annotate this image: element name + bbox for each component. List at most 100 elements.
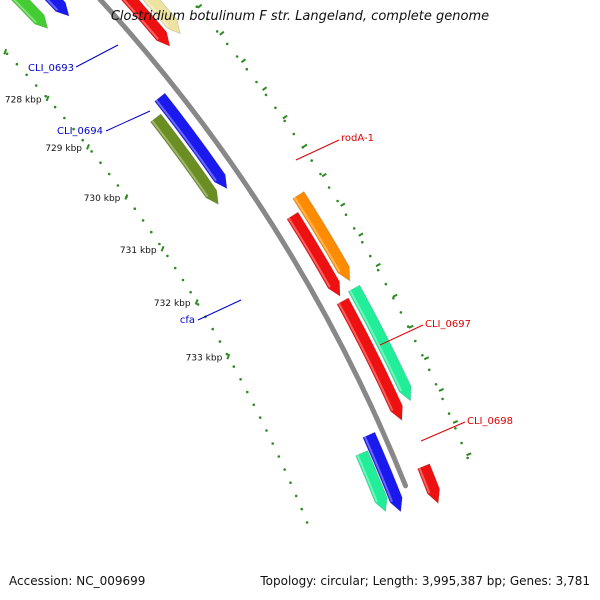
scale-dot [218,340,222,343]
scale-dot [283,468,287,471]
scale-dot [289,481,292,485]
genome-stats-text: Topology: circular; Length: 3,995,387 bp… [260,574,590,588]
gene-features [10,0,441,513]
gene-label: CLI_0693 [28,63,74,74]
scale-dot [211,327,214,331]
scale-dot [305,521,309,524]
gene-arrow [355,450,388,513]
gene-arrow [292,191,351,282]
label-leader-line [420,421,466,442]
scale-dot [274,106,277,110]
scale-dot [166,254,169,258]
scale-dot [173,266,177,270]
gene-arrow-highlight [363,436,393,503]
scale-dot [336,199,339,203]
tick-mark [194,299,199,305]
gene-arrow [347,284,412,402]
gene-label: CLI_0698 [467,416,513,427]
gene-arrow-highlight [418,467,431,494]
scale-dot [107,172,111,176]
tick-label: 730 kbp [84,194,121,204]
map-title: Clostridium botulinum F str. Langeland, … [110,9,490,24]
scale-dot [434,383,438,386]
label-leader-line [105,110,151,132]
scale-dash [452,419,459,424]
scale-dot [352,227,356,230]
label-leader-line [197,299,242,321]
scale-dash [392,293,398,298]
accession-text: Accession: NC_009699 [9,574,146,588]
scale-dot [376,268,380,272]
scale-dot [258,416,262,419]
scale-dot [292,132,296,136]
scale-dot [294,494,298,498]
gene-label: rodA-1 [341,133,374,144]
scale-dot [232,365,236,368]
scale-dot [181,278,185,282]
scale-dot [15,62,19,66]
scale-dash [438,387,444,392]
gene-arrow [44,0,70,17]
scale-dot [72,127,75,131]
scale-dash [340,202,346,207]
scale-dot [460,441,463,445]
gene-arrow [150,113,219,206]
scale-dot [133,207,137,210]
scale-dash [375,262,381,268]
scale-dash [408,324,414,329]
label-leader-line [379,324,424,346]
scale-dash [282,114,288,120]
scale-dot [34,84,38,87]
scale-dot [283,119,287,123]
scale-dot [319,172,322,176]
gene-arrow-highlight [46,0,59,11]
tick-label: 728 kbp [5,95,42,105]
scale-dot [158,242,161,246]
gene-arrow-highlight [151,120,209,198]
gene-label: CLI_0694 [57,126,103,137]
gene-arrow [120,0,171,47]
scale-dot [255,80,258,84]
gene-arrow-highlight [144,0,170,28]
scale-dot [447,412,451,415]
scale-dot [369,254,372,258]
label-leader-line [75,44,119,68]
scale-dot [392,296,395,300]
scale-dash [197,3,203,9]
genome-backbone [97,0,409,489]
scale-dot [399,311,403,314]
scale-dash [358,232,364,237]
gene-label: cfa [180,315,195,326]
scale-dash [423,356,430,361]
scale-dash [262,86,268,91]
gene-arrow [142,0,181,35]
scale-dot [277,455,281,458]
scale-dash [321,172,327,178]
tick-mark [226,353,231,360]
scale-dot [421,354,424,357]
scale-dot [344,213,348,216]
scale-dot [116,184,120,187]
scale-dot [196,303,200,306]
scale-dot [205,17,209,21]
gene-arrow [362,431,403,513]
gene-arrow-highlight [122,0,159,40]
scale-dot [265,429,268,432]
scale-dot [25,73,28,77]
scale-dot [414,339,417,343]
scale-dot [246,390,249,394]
scale-dot [271,442,275,445]
scale-dot [441,397,444,401]
scale-dash [302,143,308,149]
scale-dot [63,116,66,120]
scale-dot [225,352,229,356]
scale-dot [5,52,9,56]
gene-arrow [10,0,49,30]
scale-dot [141,219,145,222]
tick-label: 732 kbp [154,299,191,309]
scale-dot [44,94,47,98]
scale-dot [327,186,331,189]
tick-mark [124,194,129,200]
